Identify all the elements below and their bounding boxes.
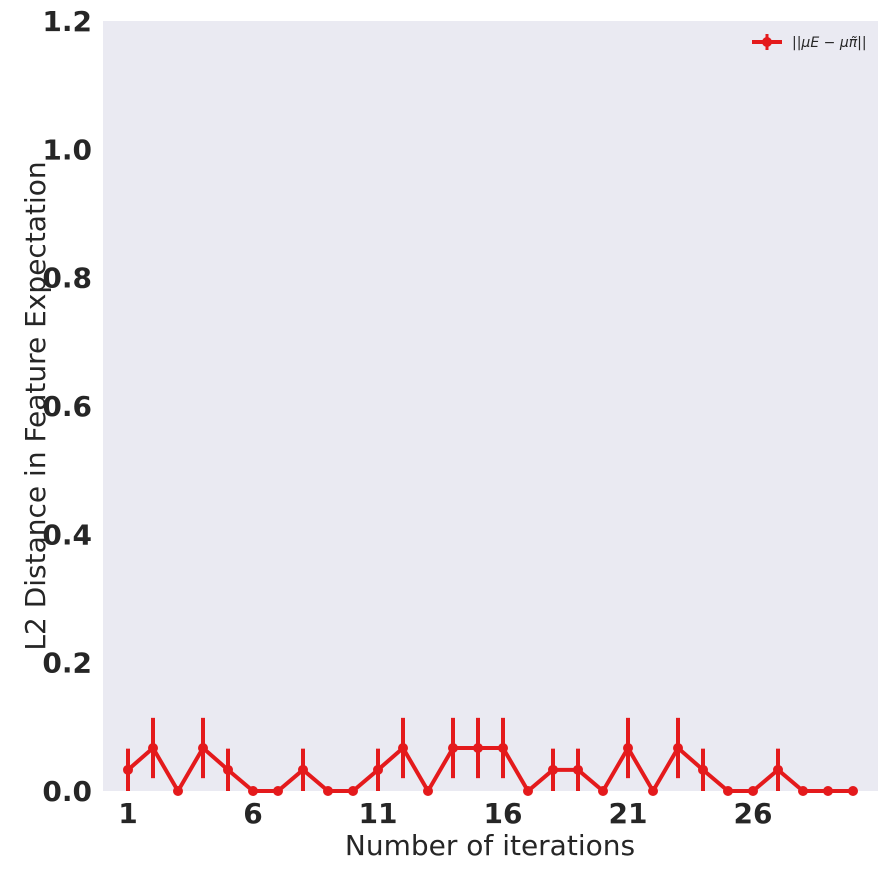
y-tick-label: 0.2	[42, 647, 92, 680]
y-tick-label: 0.0	[42, 775, 92, 808]
data-point	[673, 743, 683, 754]
x-tick-label: 6	[243, 797, 262, 830]
data-point	[698, 764, 708, 775]
data-point	[823, 786, 833, 796]
data-point	[798, 786, 808, 796]
data-point	[273, 786, 283, 796]
data-point	[223, 764, 233, 775]
data-point	[173, 786, 183, 796]
x-tick-label: 21	[609, 797, 648, 830]
data-point	[748, 786, 758, 796]
data-point	[548, 764, 558, 775]
plot-area	[103, 21, 878, 791]
data-point	[398, 743, 408, 754]
x-tick-label: 16	[484, 797, 523, 830]
data-point	[198, 743, 208, 754]
data-point	[473, 743, 483, 754]
data-points	[123, 743, 858, 796]
data-point	[773, 764, 783, 775]
legend: ||μE − μπ̃||	[752, 34, 867, 51]
data-point	[623, 743, 633, 754]
y-tick-label: 0.6	[42, 390, 92, 423]
data-point	[148, 743, 158, 754]
y-tick-label: 1.2	[42, 5, 92, 38]
data-point	[723, 786, 733, 796]
data-point	[648, 786, 658, 796]
data-point	[423, 786, 433, 796]
data-point	[523, 786, 533, 796]
x-axis: 1 6 11 16 21 26	[118, 797, 772, 830]
y-tick-label: 0.4	[42, 518, 92, 551]
data-point	[323, 786, 333, 796]
data-point	[448, 743, 458, 754]
y-tick-label: 0.8	[42, 262, 92, 295]
data-point	[598, 786, 608, 796]
data-point	[848, 786, 858, 796]
legend-label: ||μE − μπ̃||	[792, 35, 867, 51]
y-axis-label: L2 Distance in Feature Expectation	[19, 161, 52, 650]
data-point	[498, 743, 508, 754]
data-point	[573, 764, 583, 775]
data-point	[248, 786, 258, 796]
x-tick-label: 11	[359, 797, 398, 830]
data-point	[123, 764, 133, 775]
x-axis-label: Number of iterations	[345, 829, 635, 862]
x-tick-label: 1	[118, 797, 137, 830]
data-point	[298, 764, 308, 775]
x-tick-label: 26	[734, 797, 773, 830]
data-point	[373, 764, 383, 775]
data-point	[348, 786, 358, 796]
y-tick-label: 1.0	[42, 133, 92, 166]
y-axis: 0.0 0.2 0.4 0.6 0.8 1.0 1.2	[42, 5, 92, 808]
